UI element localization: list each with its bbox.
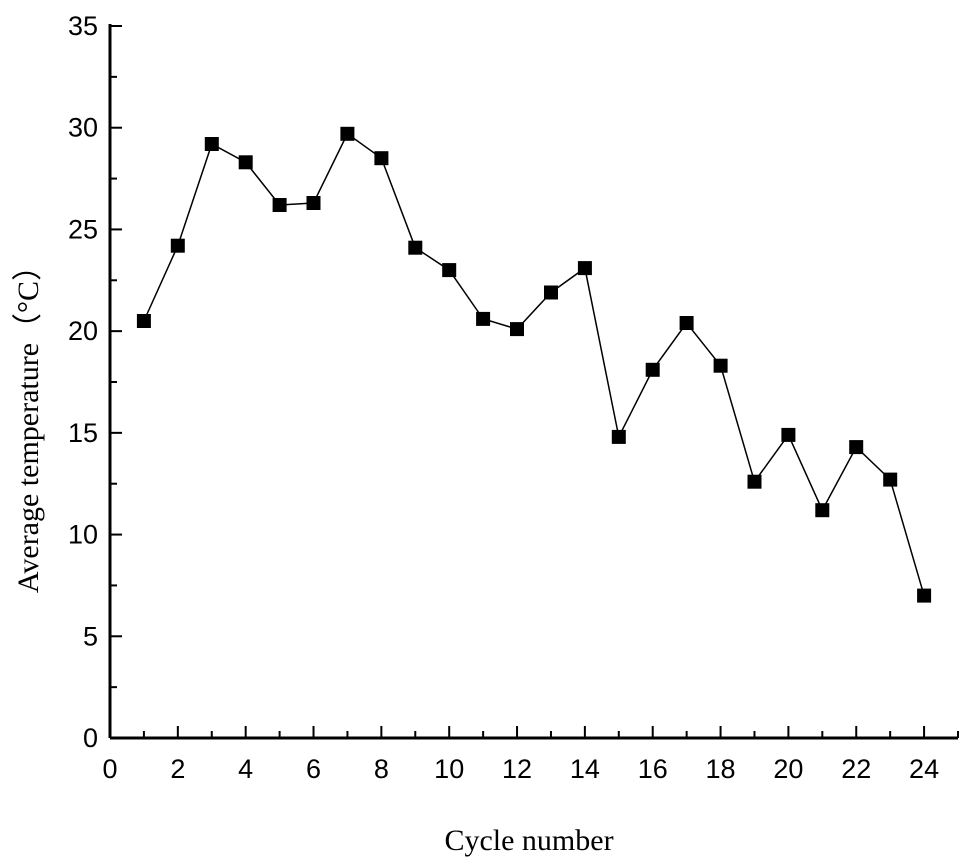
y-axis-title: Average temperature（°C）: [12, 251, 45, 593]
data-point-marker: [272, 198, 287, 212]
data-point-marker: [442, 263, 457, 278]
series-line: [143, 132, 925, 596]
data-markers: [136, 126, 932, 603]
y-tick-label: 10: [68, 520, 98, 550]
data-point-marker: [577, 261, 592, 276]
data-point-marker: [883, 472, 898, 487]
data-point-marker: [306, 196, 321, 210]
axes: [108, 24, 958, 740]
data-point-marker: [544, 285, 558, 300]
data-point-marker: [815, 503, 830, 518]
data-point-marker: [645, 362, 660, 377]
y-tick-label: 5: [83, 621, 98, 651]
y-tick-label: 30: [68, 113, 98, 143]
x-tick-label: 2: [170, 754, 185, 784]
data-point-marker: [713, 358, 728, 373]
x-tick-label: 0: [102, 754, 117, 784]
y-tick-label: 15: [68, 418, 98, 448]
data-point-marker: [611, 429, 626, 444]
y-tick-label: 25: [68, 214, 98, 244]
data-point-marker: [510, 322, 524, 337]
data-point-marker: [204, 137, 219, 151]
x-tick-label: 16: [638, 754, 668, 784]
series: [136, 126, 932, 603]
x-tick-label: 22: [841, 754, 871, 784]
data-point-marker: [408, 240, 423, 255]
x-tick-label: 6: [306, 754, 321, 784]
x-tick-label: 10: [434, 754, 464, 784]
data-point-marker: [238, 155, 253, 170]
y-tick-label: 0: [83, 723, 98, 753]
y-tick-label: 20: [68, 316, 98, 346]
x-tick-label: 4: [238, 754, 253, 784]
x-tick-label: 20: [773, 754, 803, 784]
data-point-marker: [747, 474, 762, 489]
data-point-marker: [781, 427, 796, 442]
data-point-marker: [917, 588, 932, 603]
y-tick-label: 35: [68, 11, 98, 41]
data-point-marker: [170, 238, 185, 253]
x-tick-label: 18: [706, 754, 736, 784]
x-tick-label: 12: [502, 754, 532, 784]
data-point-marker: [340, 126, 355, 141]
data-point-marker: [679, 316, 694, 330]
data-point-marker: [136, 314, 151, 328]
data-point-marker: [849, 440, 864, 455]
x-tick-label: 8: [374, 754, 389, 784]
data-point-marker: [374, 151, 389, 166]
data-point-marker: [476, 311, 491, 326]
x-tick-label: 14: [570, 754, 600, 784]
y-ticks: 0 5 10 15 20 25 30 35: [68, 11, 122, 753]
x-axis-title: Cycle number: [444, 824, 613, 857]
x-ticks: 0 2 4 6 8 10 12 14 16 18 20 22 24: [102, 726, 959, 784]
x-tick-label: 24: [909, 754, 939, 784]
